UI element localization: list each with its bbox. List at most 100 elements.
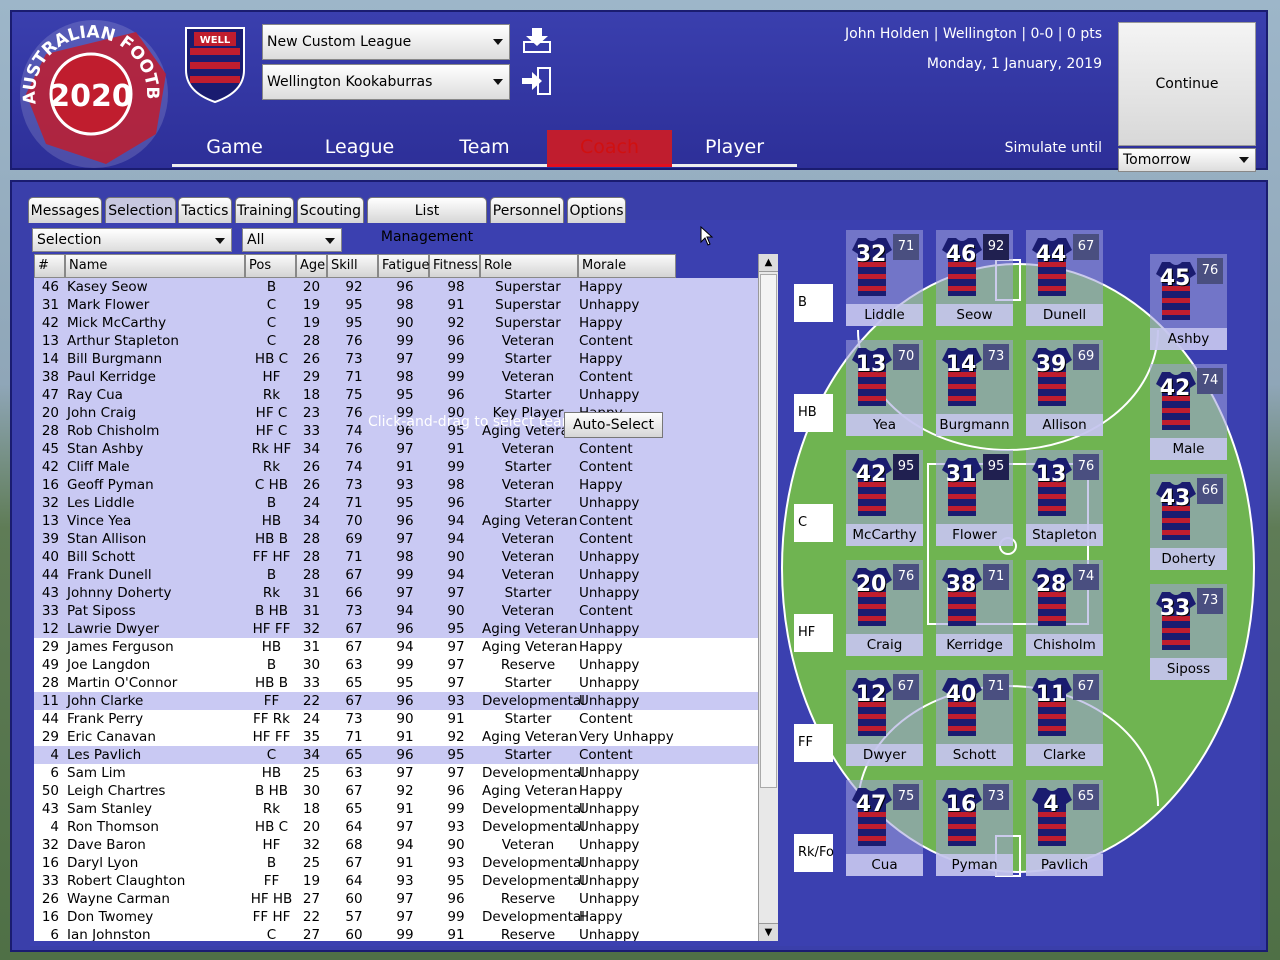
table-row[interactable]: 6 Ian Johnston C 27 60 99 91 Reserve Unhappy — [34, 926, 758, 941]
table-row[interactable]: 28 Martin O'Connor HB B 33 65 95 97 Starter Unha… — [34, 674, 758, 692]
nav-coach[interactable]: Coach — [547, 130, 672, 164]
player-card[interactable]: 45 76 Ashby — [1150, 254, 1227, 350]
player-card[interactable]: 20 76 Craig — [846, 560, 923, 656]
line-label: B — [794, 284, 833, 322]
scroll-down-icon[interactable]: ▼ — [759, 923, 778, 941]
player-card[interactable]: 33 73 Siposs — [1150, 584, 1227, 680]
player-card[interactable]: 11 67 Clarke — [1026, 670, 1103, 766]
col-morale[interactable]: Morale — [578, 254, 676, 278]
nav-team[interactable]: Team — [459, 136, 510, 158]
table-row[interactable]: 32 Dave Baron HF 32 68 94 90 Veteran Unhappy — [34, 836, 758, 854]
player-card[interactable]: 31 95 Flower — [936, 450, 1013, 546]
player-card[interactable]: 44 67 Dunell — [1026, 230, 1103, 326]
player-skill: 71 — [345, 369, 363, 385]
table-row[interactable]: 49 Joe Langdon B 30 63 99 97 Reserve Unhappy — [34, 656, 758, 674]
nav-player[interactable]: Player — [704, 136, 765, 158]
tab-list-management[interactable]: List Management — [367, 197, 487, 245]
table-row[interactable]: 50 Leigh Chartres B HB 30 67 92 96 Aging Vetera… — [34, 782, 758, 800]
table-row[interactable]: 46 Kasey Seow B 20 92 96 98 Superstar Happy — [34, 278, 758, 296]
player-number: 49 — [41, 657, 59, 673]
table-row[interactable]: 16 Don Twomey FF HF 22 57 97 99 Developmental Ha… — [34, 908, 758, 926]
nav-game[interactable]: Game — [206, 136, 263, 158]
table-row[interactable]: 45 Stan Ashby Rk HF 34 76 97 91 Veteran Content — [34, 440, 758, 458]
col-fatigue[interactable]: Fatigue — [378, 254, 429, 278]
player-card[interactable]: 4 65 Pavlich — [1026, 780, 1103, 876]
table-row[interactable]: 33 Robert Claughton FF 19 64 93 95 Developmenta… — [34, 872, 758, 890]
player-card[interactable]: 14 73 Burgmann — [936, 340, 1013, 436]
tab-tactics[interactable]: Tactics — [178, 197, 232, 223]
table-row[interactable]: 47 Ray Cua Rk 18 75 95 96 Starter Unhappy — [34, 386, 758, 404]
player-card[interactable]: 38 71 Kerridge — [936, 560, 1013, 656]
download-icon[interactable] — [520, 26, 554, 56]
table-row[interactable]: 14 Bill Burgmann HB C 26 73 97 99 Starter Happy — [34, 350, 758, 368]
exit-icon[interactable] — [520, 66, 554, 96]
tab-training[interactable]: Training — [235, 197, 294, 223]
table-row[interactable]: 43 Johnny Doherty Rk 31 66 97 97 Starter Unhappy — [34, 584, 758, 602]
league-select[interactable]: New Custom League — [262, 24, 510, 60]
table-row[interactable]: 42 Mick McCarthy C 19 95 90 92 Superstar Happy — [34, 314, 758, 332]
table-row[interactable]: 13 Arthur Stapleton C 28 76 99 96 Veteran Conten… — [34, 332, 758, 350]
scroll-up-icon[interactable]: ▲ — [759, 254, 778, 272]
player-card[interactable]: 42 74 Male — [1150, 364, 1227, 460]
jersey-number: 42 — [855, 462, 887, 487]
table-row[interactable]: 16 Daryl Lyon B 25 67 91 93 Developmental Unhapp… — [34, 854, 758, 872]
tab-personnel[interactable]: Personnel — [490, 197, 564, 223]
scroll-thumb[interactable] — [760, 274, 777, 788]
tab-scouting[interactable]: Scouting — [297, 197, 364, 223]
player-card[interactable]: 42 95 McCarthy — [846, 450, 923, 546]
nav-league[interactable]: League — [324, 136, 395, 158]
player-card[interactable]: 13 76 Stapleton — [1026, 450, 1103, 546]
table-row[interactable]: 13 Vince Yea HB 34 70 96 94 Aging Veteran Conten… — [34, 512, 758, 530]
player-card[interactable]: 32 71 Liddle — [846, 230, 923, 326]
table-row[interactable]: 11 John Clarke FF 22 67 96 93 Developmental Unha… — [34, 692, 758, 710]
table-row[interactable]: 12 Lawrie Dwyer HF FF 32 67 96 95 Aging Veteran… — [34, 620, 758, 638]
table-row[interactable]: 16 Geoff Pyman C HB 26 73 93 98 Veteran Happy — [34, 476, 758, 494]
col-pos[interactable]: Pos — [245, 254, 296, 278]
table-row[interactable]: 29 Eric Canavan HF FF 35 71 91 92 Aging Veteran… — [34, 728, 758, 746]
table-row[interactable]: 29 James Ferguson HB 31 67 94 97 Aging Veteran H… — [34, 638, 758, 656]
view-select[interactable]: Selection — [32, 228, 232, 252]
col-role[interactable]: Role — [480, 254, 578, 278]
table-row[interactable]: 33 Pat Siposs B HB 31 73 94 90 Veteran Content — [34, 602, 758, 620]
team-select[interactable]: Wellington Kookaburras — [262, 64, 510, 100]
col-skill[interactable]: Skill — [327, 254, 378, 278]
player-name: Vince Yea — [67, 513, 132, 529]
player-card[interactable]: 47 75 Cua — [846, 780, 923, 876]
player-card[interactable]: 13 70 Yea — [846, 340, 923, 436]
col-fitness[interactable]: Fitness — [429, 254, 480, 278]
player-list[interactable]: 46 Kasey Seow B 20 92 96 98 Superstar Happy 31 Mar… — [34, 278, 758, 941]
tab-options[interactable]: Options — [567, 197, 626, 223]
tab-messages[interactable]: Messages — [28, 197, 102, 223]
player-card[interactable]: 16 73 Pyman — [936, 780, 1013, 876]
player-card[interactable]: 28 74 Chisholm — [1026, 560, 1103, 656]
table-row[interactable]: 6 Sam Lim HB 25 63 97 97 Developmental Unhappy — [34, 764, 758, 782]
table-row[interactable]: 4 Ron Thomson HB C 20 64 97 93 Developmental Unh… — [34, 818, 758, 836]
scrollbar[interactable]: ▲ ▼ — [758, 254, 778, 941]
table-row[interactable]: 43 Sam Stanley Rk 18 65 91 99 Developmental Unha… — [34, 800, 758, 818]
player-fitness: 95 — [447, 873, 465, 889]
filter-select[interactable]: All — [242, 228, 342, 252]
table-row[interactable]: 38 Paul Kerridge HF 29 71 98 99 Veteran Content — [34, 368, 758, 386]
player-card[interactable]: 46 92 Seow — [936, 230, 1013, 326]
table-row[interactable]: 44 Frank Dunell B 28 67 99 94 Veteran Unhappy — [34, 566, 758, 584]
table-row[interactable]: 40 Bill Schott FF HF 28 71 98 90 Veteran Unhappy — [34, 548, 758, 566]
table-row[interactable]: 32 Les Liddle B 24 71 95 96 Starter Unhappy — [34, 494, 758, 512]
col-name[interactable]: Name — [65, 254, 245, 278]
auto-select-button[interactable]: Auto-Select — [564, 412, 663, 438]
player-card[interactable]: 12 67 Dwyer — [846, 670, 923, 766]
table-row[interactable]: 26 Wayne Carman HF HB 27 60 97 96 Reserve Unhapp… — [34, 890, 758, 908]
table-row[interactable]: 39 Stan Allison HB B 28 69 97 94 Veteran Content — [34, 530, 758, 548]
table-row[interactable]: 42 Cliff Male Rk 26 74 91 99 Starter Content — [34, 458, 758, 476]
table-row[interactable]: 31 Mark Flower C 19 95 98 91 Superstar Unhappy — [34, 296, 758, 314]
player-card[interactable]: 39 69 Allison — [1026, 340, 1103, 436]
col-number[interactable]: # — [34, 254, 65, 278]
table-row[interactable]: 4 Les Pavlich C 34 65 96 95 Starter Content — [34, 746, 758, 764]
player-card[interactable]: 40 71 Schott — [936, 670, 1013, 766]
player-name: Kasey Seow — [67, 279, 148, 295]
table-row[interactable]: 44 Frank Perry FF Rk 24 73 90 91 Starter Content — [34, 710, 758, 728]
continue-button[interactable]: Continue — [1118, 22, 1256, 146]
simulate-until-select[interactable]: Tomorrow — [1118, 148, 1256, 172]
col-age[interactable]: Age — [296, 254, 327, 278]
tab-selection[interactable]: Selection — [105, 197, 176, 223]
player-card[interactable]: 43 66 Doherty — [1150, 474, 1227, 570]
